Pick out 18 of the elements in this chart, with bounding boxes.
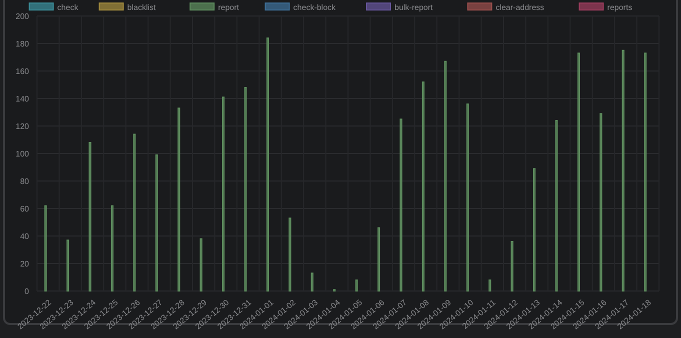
y-tick-label: 160	[16, 66, 30, 76]
legend-label: report	[218, 2, 240, 12]
y-tick-label: 200	[16, 12, 30, 21]
legend-label: blacklist	[127, 2, 157, 12]
y-tick-label: 20	[20, 259, 30, 268]
y-tick-label: 180	[16, 39, 30, 48]
y-tick-label: 60	[20, 204, 30, 214]
legend-label: bulk-report	[394, 2, 434, 12]
y-tick-label: 80	[20, 176, 30, 186]
y-tick-label: 120	[16, 122, 30, 131]
y-tick-label: 0	[24, 286, 30, 296]
legend-label: clear-address	[496, 2, 544, 12]
legend-label: check-block	[293, 2, 337, 12]
y-tick-label: 100	[16, 149, 30, 158]
legend-label: check	[57, 2, 80, 12]
legend-label: reports	[607, 2, 632, 12]
y-tick-label: 40	[20, 232, 30, 241]
y-tick-label: 140	[16, 94, 30, 104]
